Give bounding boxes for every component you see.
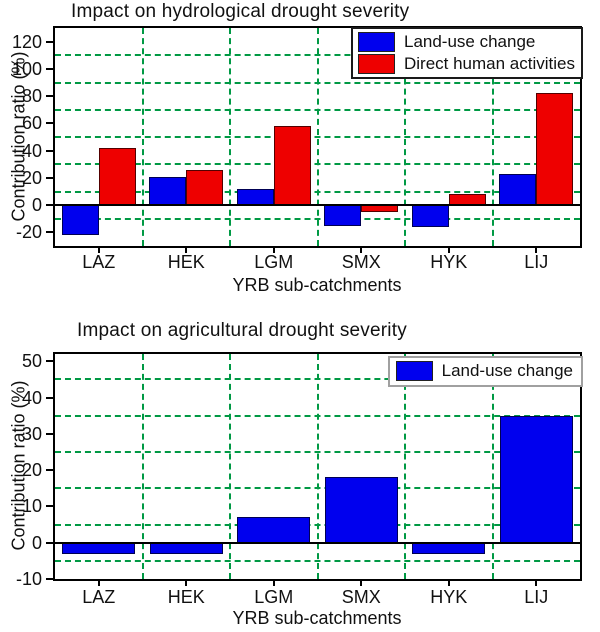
- y-tick-label: 0: [31, 532, 42, 553]
- y-tick: [46, 541, 53, 544]
- x-tick: [185, 246, 188, 253]
- x-tick-label: LIJ: [524, 587, 549, 607]
- y-tick-label: 0: [31, 195, 42, 216]
- v-gridline: [404, 28, 406, 246]
- y-tick: [46, 505, 53, 508]
- bar-hek-series1: [186, 169, 224, 206]
- bar-lgm-series1: [273, 126, 311, 206]
- hydrological-x-axis-label: YRB sub-catchments: [232, 275, 402, 295]
- v-gridline: [404, 354, 406, 579]
- v-gridline: [141, 354, 144, 579]
- x-tick-label: LAZ: [82, 252, 116, 272]
- legend-row: Land-use change: [395, 361, 573, 381]
- y-tick: [46, 469, 53, 472]
- x-tick-label: HYK: [430, 587, 468, 607]
- x-tick: [185, 579, 188, 586]
- y-tick: [46, 122, 53, 125]
- y-tick-label: 120: [11, 31, 42, 52]
- v-gridline: [491, 28, 494, 246]
- y-tick: [46, 95, 53, 98]
- legend-swatch-land-use-icon: [357, 32, 395, 52]
- x-tick-label: LIJ: [524, 252, 549, 272]
- x-tick-label: SMX: [341, 252, 381, 272]
- x-tick: [360, 579, 363, 586]
- hydrological-legend: Land-use change Direct human activities: [350, 27, 583, 79]
- zero-line: [55, 541, 580, 544]
- bar-lij-series0: [499, 415, 573, 543]
- bar-smx-series0: [324, 477, 398, 543]
- legend-row: Direct human activities: [357, 54, 575, 74]
- y-tick: [46, 40, 53, 43]
- x-tick: [272, 579, 275, 586]
- x-tick-label: LAZ: [82, 587, 116, 607]
- v-gridline: [316, 354, 319, 579]
- bar-lgm-series0: [236, 188, 274, 206]
- legend-swatch-land-use-icon: [395, 361, 433, 381]
- y-tick-label: 20: [21, 167, 42, 188]
- y-tick-label: 40: [21, 140, 42, 161]
- y-tick-label: -10: [15, 569, 42, 589]
- y-tick-label: 30: [21, 423, 42, 444]
- y-tick: [46, 176, 53, 179]
- y-tick-label: 20: [21, 460, 42, 481]
- legend-swatch-direct-human-icon: [357, 54, 395, 74]
- legend-label-land-use: Land-use change: [441, 361, 573, 380]
- x-tick: [535, 579, 538, 586]
- x-tick: [360, 246, 363, 253]
- bar-laz-series0: [62, 542, 136, 554]
- legend-label-land-use: Land-use change: [403, 32, 536, 51]
- legend-row: Land-use change: [357, 32, 575, 52]
- zero-line: [55, 204, 580, 207]
- bar-lgm-series0: [237, 517, 311, 543]
- x-tick-label: LGM: [254, 587, 294, 607]
- y-tick-label: 40: [21, 387, 42, 408]
- x-tick: [447, 579, 450, 586]
- y-tick-label: 10: [21, 496, 42, 517]
- x-tick-label: HEK: [167, 587, 205, 607]
- v-gridline: [316, 28, 319, 246]
- bar-hek-series0: [149, 176, 187, 206]
- x-tick: [447, 246, 450, 253]
- y-tick: [46, 432, 53, 435]
- y-tick: [46, 578, 53, 580]
- x-tick-label: SMX: [341, 587, 381, 607]
- y-tick-label: 60: [21, 113, 42, 134]
- x-tick: [535, 246, 538, 253]
- x-tick-label: LGM: [254, 252, 294, 272]
- y-tick: [46, 231, 53, 234]
- y-tick: [46, 396, 53, 399]
- x-tick-label: HEK: [167, 252, 205, 272]
- v-gridline: [229, 28, 231, 246]
- bar-lij-series0: [499, 173, 537, 206]
- bar-hyk-series0: [411, 205, 449, 227]
- hydrological-chart-title: Impact on hydrological drought severity: [71, 1, 410, 22]
- y-tick: [46, 360, 53, 363]
- bar-lij-series1: [536, 93, 574, 206]
- x-tick-label: HYK: [430, 252, 468, 272]
- agricultural-x-axis-label: YRB sub-catchments: [232, 608, 402, 628]
- x-tick: [97, 579, 100, 586]
- bar-hek-series0: [149, 542, 223, 554]
- x-tick: [272, 246, 275, 253]
- y-tick: [46, 204, 53, 207]
- bar-laz-series0: [61, 205, 99, 236]
- y-tick-label: 80: [21, 86, 42, 107]
- y-tick: [46, 149, 53, 152]
- y-tick-label: 50: [21, 351, 42, 372]
- y-tick-label: 100: [11, 58, 42, 79]
- agricultural-chart-title: Impact on agricultural drought severity: [77, 320, 407, 341]
- agricultural-legend: Land-use change: [387, 356, 583, 387]
- y-tick: [46, 67, 53, 70]
- v-gridline: [141, 28, 144, 246]
- y-tick-label: -20: [15, 222, 42, 243]
- bar-hyk-series0: [412, 542, 486, 554]
- x-tick: [97, 246, 100, 253]
- legend-label-direct-human: Direct human activities: [403, 54, 575, 73]
- v-gridline: [491, 354, 494, 579]
- bar-laz-series1: [98, 147, 136, 206]
- v-gridline: [229, 354, 231, 579]
- bar-smx-series0: [324, 205, 362, 226]
- bar-smx-series1: [361, 205, 399, 212]
